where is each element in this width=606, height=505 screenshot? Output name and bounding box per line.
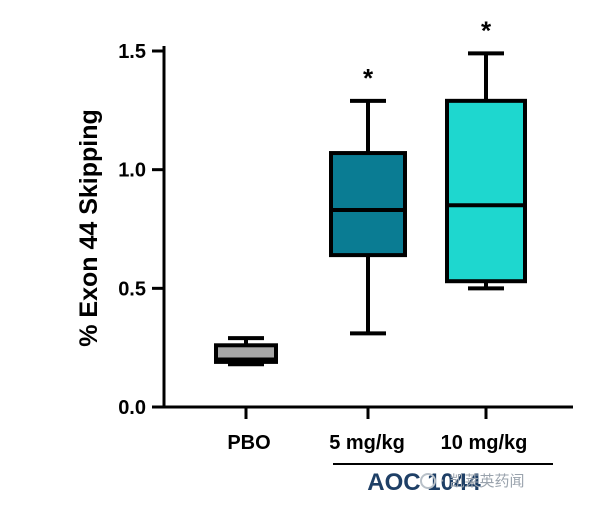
significance-marker: *	[363, 63, 374, 93]
watermark-text: · 凯莱英药闻	[440, 472, 525, 490]
box-3: *	[445, 15, 527, 291]
wechat-icon	[420, 472, 436, 489]
y-tick-label: 1.0	[118, 160, 146, 182]
iqr-box	[329, 151, 407, 258]
x-category-label: 5 mg/kg	[329, 432, 405, 454]
significance-marker: *	[481, 15, 492, 45]
watermark: · 凯莱英药闻	[420, 470, 525, 491]
y-tick-label: 0.0	[118, 397, 146, 419]
box-2: *	[329, 63, 407, 336]
y-tick-label: 0.5	[118, 278, 146, 300]
y-axis-title: % Exon 44 Skipping	[75, 109, 103, 347]
iqr-box	[445, 98, 527, 284]
x-category-label: 10 mg/kg	[441, 432, 528, 454]
y-tick-label: 1.5	[118, 41, 146, 63]
x-category-label: PBO	[227, 432, 270, 454]
box-1	[214, 336, 278, 367]
